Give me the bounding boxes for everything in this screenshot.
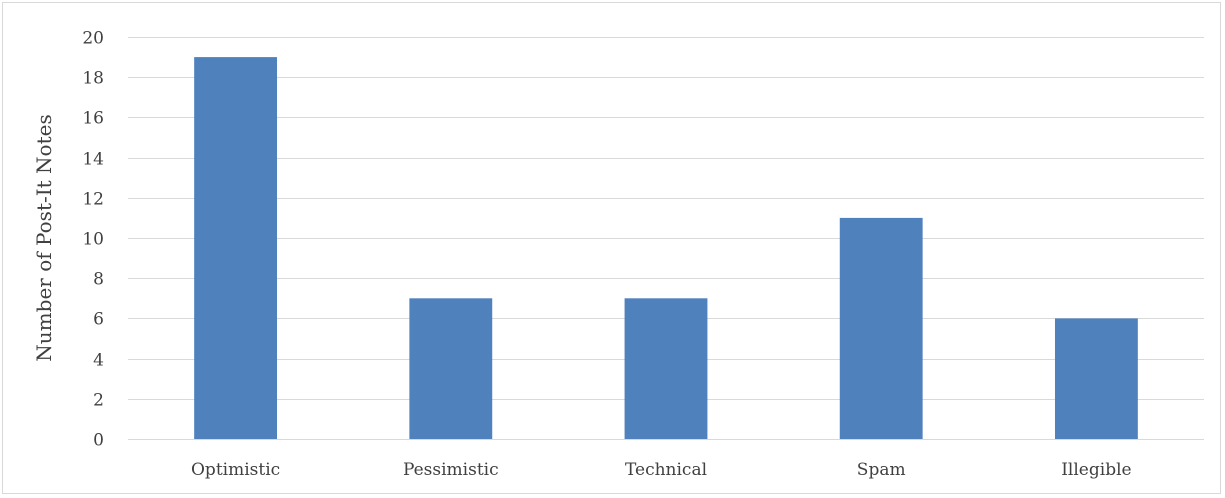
x-tick-label: Spam [857,460,906,480]
y-tick-label: 4 [93,351,104,371]
x-tick-label: Illegible [1061,460,1131,480]
y-tick-label: 12 [82,190,104,210]
y-tick-label: 2 [93,391,104,411]
y-tick-label: 14 [82,150,104,170]
y-tick-labels: 0 2 4 6 8 10 12 14 16 18 20 [82,29,104,451]
bar-optimistic [194,57,278,439]
bar-technical [624,298,708,439]
x-tick-labels: Optimistic Pessimistic Technical Spam Illegi… [191,460,1132,480]
gridlines [128,37,1204,440]
x-tick-label: Optimistic [191,460,280,480]
bars [194,57,1138,439]
y-tick-label: 16 [82,109,104,129]
y-tick-label: 10 [82,230,104,250]
y-tick-label: 6 [93,310,104,330]
bar-spam [839,217,923,439]
y-axis-title: Number of Post-It Notes [32,114,56,361]
bar-pessimistic [409,298,493,439]
y-tick-label: 0 [93,431,104,451]
x-tick-label: Technical [625,460,707,480]
y-tick-label: 20 [82,29,104,49]
bar-illegible [1054,318,1138,439]
x-tick-label: Pessimistic [403,460,499,480]
y-tick-label: 18 [82,69,104,89]
y-tick-label: 8 [93,270,104,290]
